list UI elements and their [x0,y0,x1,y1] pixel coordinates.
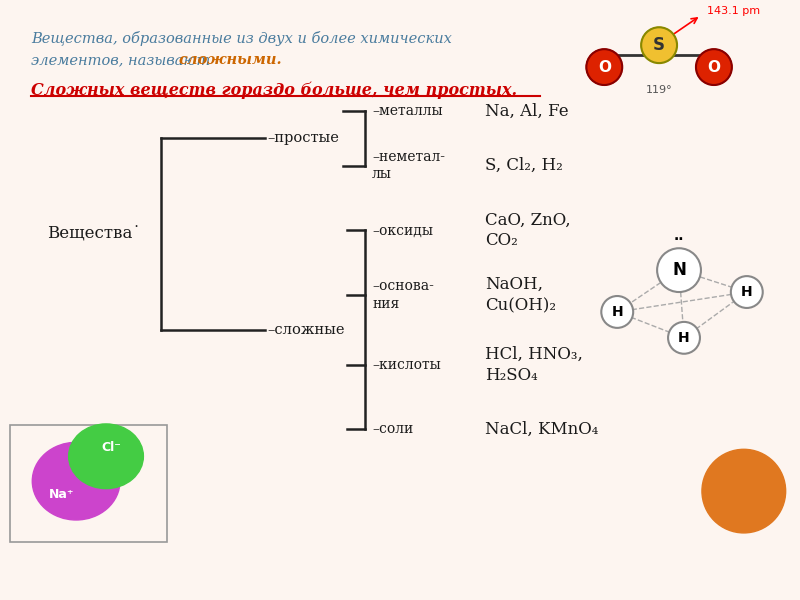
Text: –неметал-
лы: –неметал- лы [372,150,445,181]
Text: –простые: –простые [267,131,339,145]
Text: Na, Al, Fe: Na, Al, Fe [485,103,568,119]
Text: NaOH,
Cu(OH)₂: NaOH, Cu(OH)₂ [485,276,556,314]
Text: –оксиды: –оксиды [372,223,433,238]
Circle shape [731,276,762,308]
Circle shape [668,322,700,354]
Circle shape [702,449,786,533]
Text: NaCl, KMnO₄: NaCl, KMnO₄ [485,421,598,438]
Text: –соли: –соли [372,422,414,436]
Text: H: H [741,285,753,299]
Text: Вещества, образованные из двух и более химических: Вещества, образованные из двух и более х… [31,31,452,46]
Circle shape [602,296,633,328]
Text: S, Cl₂, H₂: S, Cl₂, H₂ [485,157,562,174]
Text: H: H [678,331,690,345]
Text: O: O [707,59,721,74]
Text: HCl, HNO₃,
H₂SO₄: HCl, HNO₃, H₂SO₄ [485,346,582,383]
Circle shape [586,49,622,85]
Ellipse shape [69,424,143,488]
Text: –металлы: –металлы [372,104,442,118]
Text: элементов, называют: элементов, называют [31,53,215,67]
Text: O: O [598,59,610,74]
Text: Вещества˙: Вещества˙ [47,226,141,242]
Text: 119°: 119° [646,85,673,95]
Text: N: N [672,261,686,279]
Circle shape [657,248,701,292]
Text: сложными.: сложными. [178,53,282,67]
Text: –сложные: –сложные [267,323,345,337]
Circle shape [696,49,732,85]
Text: –кислоты: –кислоты [372,358,441,371]
Text: ··: ·· [674,233,684,247]
Text: Cl⁻: Cl⁻ [101,441,121,454]
Text: S: S [653,36,665,54]
Text: –основа-
ния: –основа- ния [372,280,434,311]
Text: CaO, ZnO,
CO₂: CaO, ZnO, CO₂ [485,211,570,249]
Ellipse shape [32,442,120,520]
Text: Сложных веществ гораздо больше, чем простых.: Сложных веществ гораздо больше, чем прос… [31,81,518,98]
Text: Na⁺: Na⁺ [49,488,74,500]
Circle shape [641,27,677,63]
Text: H: H [611,305,623,319]
Text: 143.1 pm: 143.1 pm [707,7,760,16]
